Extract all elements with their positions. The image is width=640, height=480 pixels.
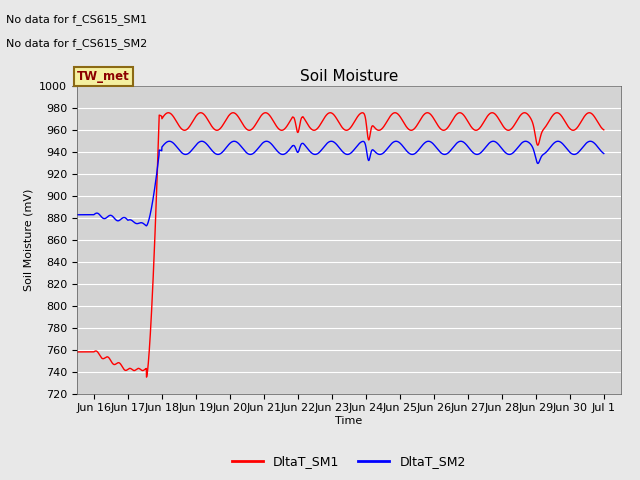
DltaT_SM1	[143, 374, 150, 380]
DltaT_SM1	[531, 130, 539, 136]
DltaT_SM2	[289, 143, 296, 149]
DltaT_SM2	[150, 188, 158, 194]
DltaT_SM1	[118, 363, 125, 369]
DltaT_SM2	[600, 151, 607, 156]
DltaT_SM2	[118, 216, 125, 221]
DltaT_SM2	[589, 140, 597, 145]
DltaT_SM2	[166, 138, 173, 144]
DltaT_SM2	[56, 212, 63, 217]
Legend: DltaT_SM1, DltaT_SM2: DltaT_SM1, DltaT_SM2	[227, 450, 471, 473]
Title: Soil Moisture: Soil Moisture	[300, 69, 398, 84]
DltaT_SM2	[143, 223, 150, 229]
DltaT_SM1	[265, 111, 273, 117]
Text: No data for f_CS615_SM1: No data for f_CS615_SM1	[6, 14, 148, 25]
Text: No data for f_CS615_SM2: No data for f_CS615_SM2	[6, 38, 148, 49]
DltaT_SM1	[600, 127, 607, 132]
DltaT_SM1	[289, 115, 296, 120]
Line: DltaT_SM1: DltaT_SM1	[60, 113, 604, 377]
DltaT_SM1	[391, 110, 399, 116]
Text: TW_met: TW_met	[77, 71, 129, 84]
Line: DltaT_SM2: DltaT_SM2	[60, 141, 604, 226]
DltaT_SM1	[589, 112, 597, 118]
DltaT_SM2	[531, 152, 539, 157]
X-axis label: Time: Time	[335, 416, 362, 426]
DltaT_SM1	[150, 248, 158, 254]
Y-axis label: Soil Moisture (mV): Soil Moisture (mV)	[24, 189, 33, 291]
DltaT_SM2	[265, 139, 273, 145]
DltaT_SM1	[56, 349, 63, 355]
